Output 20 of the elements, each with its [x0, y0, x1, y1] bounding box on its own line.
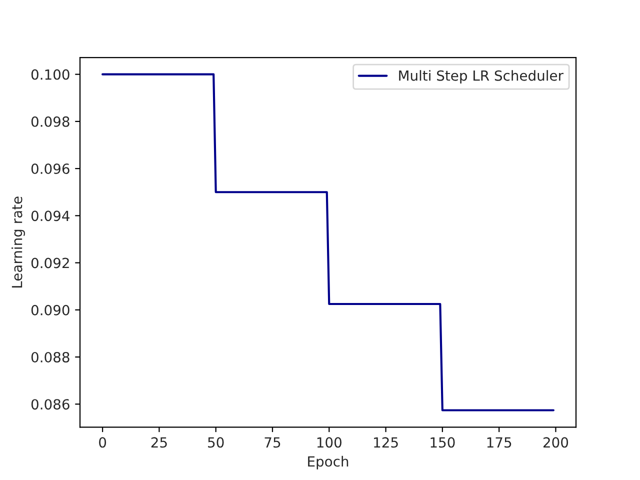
y-tick-label: 0.086 [31, 399, 70, 410]
x-tick-label: 200 [543, 437, 568, 448]
y-tick-label: 0.088 [31, 352, 70, 362]
x-tick-label: 0 [99, 437, 106, 448]
x-tick-label: 25 [151, 437, 167, 448]
x-tick-label: 100 [317, 437, 342, 448]
x-tick-label: 125 [374, 437, 398, 448]
x-tick-label: 150 [430, 437, 455, 448]
x-tick-label: 50 [208, 437, 224, 448]
y-tick-label: 0.100 [31, 69, 70, 80]
y-tick-label: 0.090 [31, 304, 70, 316]
y-tick-label: 0.094 [31, 210, 70, 222]
y-tick-label: 0.098 [31, 116, 70, 127]
x-tick-label: 175 [487, 437, 512, 448]
x-tick-label: 75 [264, 437, 280, 448]
legend-label: Multi Step LR Scheduler [399, 70, 564, 84]
y-axis-title: Learning rate [12, 196, 25, 288]
y-tick-label: 0.096 [31, 164, 70, 174]
x-axis-title: Epoch [308, 456, 348, 470]
y-tick-label: 0.092 [31, 258, 69, 268]
